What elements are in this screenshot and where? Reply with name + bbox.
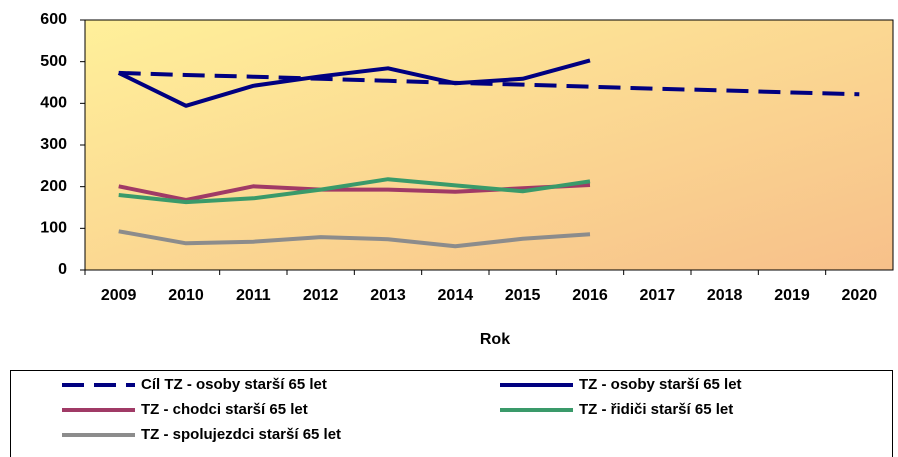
y-tick-label: 300 bbox=[40, 136, 67, 153]
y-tick-label: 0 bbox=[58, 261, 67, 278]
y-tick-label: 200 bbox=[40, 178, 67, 195]
x-tick-label: 2017 bbox=[640, 287, 676, 304]
x-tick-label: 2010 bbox=[168, 287, 204, 304]
x-tick-label: 2013 bbox=[370, 287, 406, 304]
y-tick-label: 100 bbox=[40, 220, 67, 237]
x-tick-label: 2012 bbox=[303, 287, 339, 304]
x-tick-label: 2018 bbox=[707, 287, 743, 304]
series-line bbox=[118, 229, 591, 249]
x-tick-label: 2015 bbox=[505, 287, 541, 304]
y-tick-label: 500 bbox=[40, 53, 67, 70]
legend-label: TZ - řidiči starší 65 let bbox=[579, 401, 733, 418]
x-tick-label: 2011 bbox=[236, 287, 271, 304]
x-tick-label: 2020 bbox=[842, 287, 878, 304]
legend-label: TZ - spolujezdci starší 65 let bbox=[141, 426, 341, 443]
series-line bbox=[117, 58, 591, 108]
x-tick-label: 2019 bbox=[774, 287, 810, 304]
y-tick-label: 600 bbox=[40, 11, 67, 28]
legend-label: Cíl TZ - osoby starší 65 let bbox=[141, 376, 327, 393]
legend bbox=[10, 370, 893, 457]
x-tick-label: 2009 bbox=[101, 287, 137, 304]
x-tick-label: 2014 bbox=[438, 287, 474, 304]
y-tick-label: 400 bbox=[40, 95, 67, 112]
series-line bbox=[118, 70, 860, 97]
legend-label: TZ - chodci starší 65 let bbox=[141, 401, 308, 418]
x-tick-label: 2016 bbox=[572, 287, 608, 304]
x-axis-label: Rok bbox=[480, 331, 510, 348]
plot-area bbox=[84, 19, 894, 271]
legend-label: TZ - osoby starší 65 let bbox=[579, 376, 742, 393]
series-line bbox=[118, 177, 591, 205]
